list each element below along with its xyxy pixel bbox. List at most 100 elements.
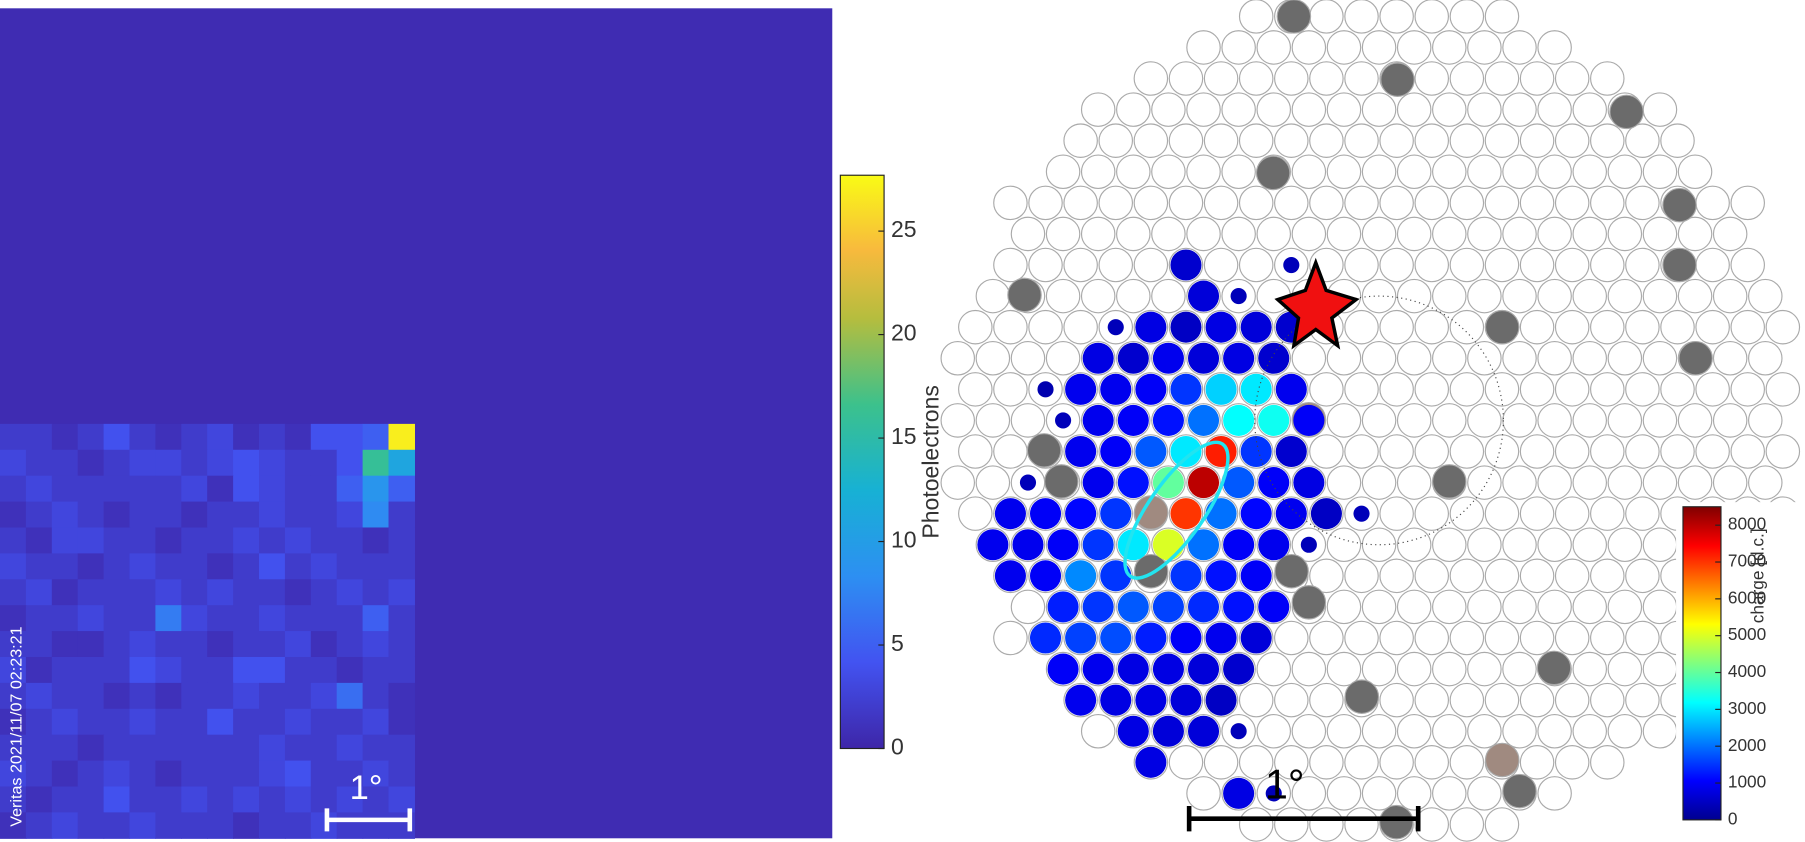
charge-pixel [1275, 498, 1307, 530]
pixel [103, 527, 131, 554]
camera-pixel [1677, 278, 1713, 314]
camera-pixel [1642, 340, 1678, 376]
pixel [155, 631, 182, 658]
charge-pixel [1205, 560, 1237, 592]
camera-pixel [1677, 403, 1713, 438]
pixel [51, 475, 79, 503]
camera-pixel [1326, 527, 1362, 563]
pixel [155, 682, 182, 710]
pixel [362, 682, 390, 710]
camera-pixel [1344, 123, 1379, 158]
timestamp: Veritas 2021/11/07 02:23:21 [8, 626, 26, 826]
camera-pixel [1274, 61, 1309, 96]
colorbar-tick-label: 25 [891, 216, 917, 242]
camera-pixel [1063, 309, 1098, 345]
pixel [310, 760, 338, 788]
pixel [310, 682, 338, 710]
camera-pixel [1572, 403, 1608, 438]
camera-pixel [1028, 247, 1063, 283]
charge-pixel [1012, 529, 1044, 561]
camera-pixel [1291, 216, 1327, 252]
pixel [0, 656, 27, 684]
camera-pixel [1414, 807, 1450, 842]
charge-pixel [1152, 529, 1184, 561]
dead-pixel [1379, 804, 1414, 840]
charge-pixel [1187, 280, 1220, 312]
pixel [103, 786, 131, 813]
camera-pixel [1063, 123, 1098, 158]
charge-pixel [1047, 653, 1079, 685]
scale-bar [324, 808, 413, 832]
pixel [207, 527, 234, 554]
pixel [155, 786, 182, 813]
charge-pixel [1258, 529, 1290, 561]
charge-pixel [1205, 684, 1237, 716]
camera-pixel [1449, 807, 1485, 842]
pixel [362, 475, 390, 503]
charge-pixel [1100, 622, 1132, 654]
camera-pixel [1396, 403, 1432, 438]
camera-pixel [1133, 185, 1169, 221]
charge-pixel [1258, 342, 1290, 374]
camera-pixel [1572, 278, 1608, 314]
dead-pixel [1609, 94, 1644, 130]
camera-pixel [1572, 465, 1608, 500]
camera-pixel [1291, 776, 1327, 811]
camera-pixel [1238, 123, 1274, 158]
camera-pixel [1274, 682, 1309, 718]
camera-pixel [1361, 713, 1397, 749]
charge-pixel [1100, 560, 1132, 592]
charge-pixel [1187, 591, 1220, 623]
pixel [51, 812, 79, 839]
camera-pixel [1080, 216, 1116, 252]
camera-pixel [1590, 61, 1625, 96]
charge-pixel [1310, 498, 1342, 530]
pixel [77, 423, 105, 451]
pixel [0, 708, 27, 736]
camera-pixel [1765, 434, 1801, 469]
scale-label: 1° [350, 769, 383, 807]
charge-pixel [1187, 342, 1220, 374]
camera-pixel [1590, 558, 1625, 594]
camera-pixel [1379, 434, 1414, 469]
charge-pixel [1205, 622, 1237, 654]
camera-pixel [1554, 682, 1590, 718]
camera-pixel [1256, 30, 1292, 65]
camera-pixel [1712, 278, 1748, 314]
charge-pixel [1240, 622, 1272, 654]
camera-pixel [1502, 154, 1537, 190]
camera-pixel [993, 309, 1028, 345]
pixel [284, 760, 312, 788]
left-panel: Veritas 2021/11/07 02:23:21 1° 0 5 10 15 20 25 P… [0, 8, 944, 839]
pixel [0, 527, 27, 554]
camera-pixel [1344, 61, 1379, 96]
pixel [259, 786, 286, 813]
camera-pixel [1607, 154, 1643, 190]
pixel [259, 423, 286, 451]
camera-pixel [1625, 496, 1660, 531]
camera-pixel [975, 278, 1011, 314]
pixel [259, 605, 286, 632]
camera-pixel [1660, 434, 1695, 469]
camera-pixel [1291, 30, 1327, 65]
pixel [336, 656, 364, 684]
camera-pixel [1695, 185, 1730, 221]
camera-pixel [1467, 92, 1502, 127]
camera-pixel [1484, 558, 1520, 594]
camera-pixel [1660, 372, 1695, 407]
pixel [129, 553, 156, 580]
pixel [284, 786, 312, 813]
charge-pixel [1100, 498, 1132, 530]
pixel [0, 760, 27, 788]
camera-pixel [1379, 247, 1414, 283]
camera-pixel [1554, 434, 1590, 469]
charge-pixel [994, 498, 1026, 530]
camera-pixel [1432, 92, 1467, 127]
dead-pixel [1502, 773, 1537, 809]
pixel [129, 527, 156, 554]
pixel [51, 734, 79, 762]
pixel [25, 656, 53, 684]
colorbar-tick-label: 7000 [1728, 551, 1766, 571]
charge-pixel [1205, 498, 1237, 530]
